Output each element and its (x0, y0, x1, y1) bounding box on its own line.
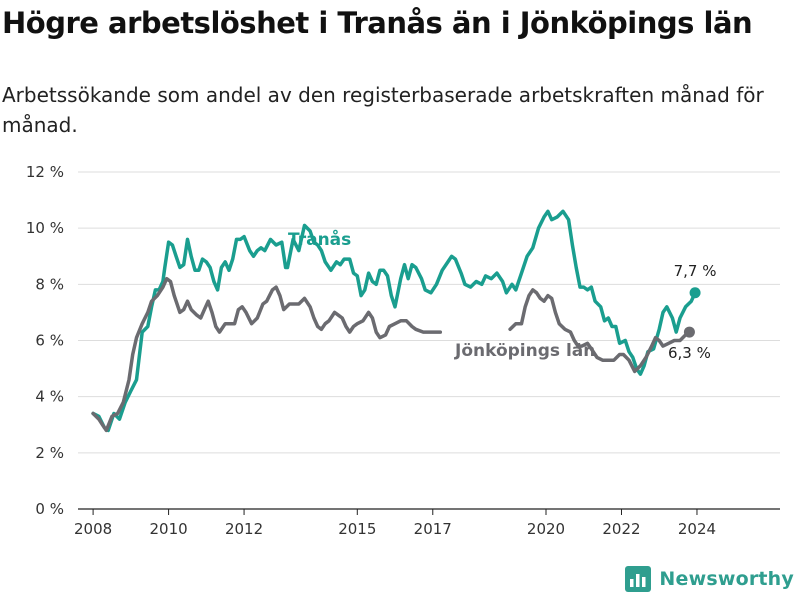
x-tick-label: 2012 (225, 520, 263, 538)
brand-name: Newsworthy (659, 568, 794, 590)
y-tick-label: 4 % (35, 388, 64, 406)
chart-subtitle: Arbetssökande som andel av den registerb… (2, 83, 764, 137)
x-tick-label: 2010 (149, 520, 187, 538)
x-tick-label: 2017 (414, 520, 452, 538)
newsworthy-brand[interactable]: Newsworthy (625, 566, 794, 592)
series-label-jonkopings-lan: Jönköpings län (454, 341, 595, 361)
x-tick-label: 2020 (527, 520, 565, 538)
y-tick-label: 6 % (35, 332, 64, 350)
y-axis: 0 % 2 % 4 % 6 % 8 % 10 % 12 % (26, 163, 64, 518)
series-end-point (689, 287, 701, 299)
y-tick-label: 12 % (26, 163, 64, 181)
series-lines (91, 209, 701, 433)
chart-title: Högre arbetslöshet i Tranås än i Jönköpi… (2, 6, 753, 40)
y-tick-label: 10 % (26, 219, 64, 237)
series-line-jonkopings-lan (91, 276, 443, 433)
bar-chart-logo-icon (625, 566, 652, 592)
series-labels: Tranås Jönköpings län 7,7 % 6,3 % (288, 228, 717, 362)
series-line-tranas (91, 209, 697, 433)
value-label-tranas: 7,7 % (674, 262, 717, 280)
series-end-point (683, 326, 695, 338)
x-tick-label: 2022 (602, 520, 640, 538)
x-tick-label: 2008 (74, 520, 112, 538)
x-axis: 2008 2010 2012 2015 2017 2020 2022 2024 (74, 508, 780, 538)
x-tick-label: 2015 (338, 520, 376, 538)
y-tick-label: 8 % (35, 275, 64, 293)
value-label-jonkopings-lan: 6,3 % (668, 344, 711, 362)
y-tick-label: 2 % (35, 444, 64, 462)
y-tick-label: 0 % (35, 500, 64, 518)
series-line-jonkopings-lan (508, 288, 692, 374)
gridlines (78, 171, 780, 454)
x-tick-label: 2024 (678, 520, 716, 538)
series-label-tranas: Tranås (288, 228, 351, 250)
